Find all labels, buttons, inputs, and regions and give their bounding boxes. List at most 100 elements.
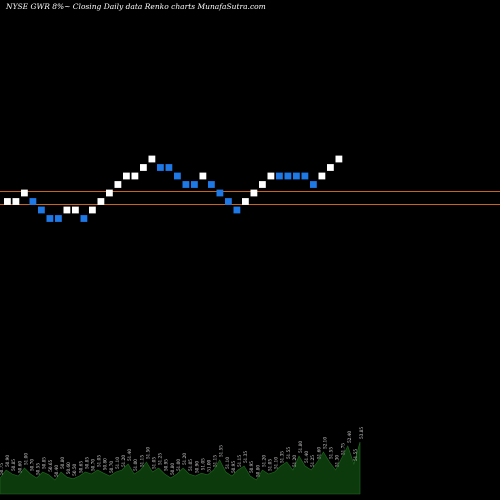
volume-label: 50.90 — [5, 455, 10, 467]
volume-label: 51.15 — [139, 455, 144, 467]
renko-brick-up — [21, 189, 28, 197]
renko-brick-up — [199, 172, 207, 180]
reference-lines — [0, 191, 500, 205]
volume-label: 50.95 — [164, 459, 169, 471]
renko-brick-down — [182, 181, 190, 188]
volume-label: 50.90 — [194, 461, 199, 473]
renko-brick-up — [335, 155, 343, 163]
renko-brick-up — [259, 181, 266, 188]
volume-label: 50.50 — [72, 463, 77, 475]
renko-brick-up — [318, 172, 326, 180]
volume-label: 51.20 — [261, 455, 266, 467]
renko-brick-up — [89, 206, 96, 214]
renko-brick-up — [242, 198, 249, 205]
volume-label: 50.80 — [60, 457, 65, 469]
volume-label: 50.95 — [231, 461, 236, 473]
renko-brick-down — [208, 181, 215, 188]
volume-label: 51.20 — [182, 453, 187, 465]
volume-label: 50.55 — [36, 463, 41, 475]
volume-label: 50.80 — [170, 463, 175, 475]
volume-area — [0, 441, 361, 495]
renko-brick-down — [225, 198, 232, 205]
volume-label: 51.05 — [188, 459, 193, 471]
volume-label: 51.30 — [335, 455, 340, 467]
volume-label: 51.25 — [310, 455, 315, 467]
volume-label: 51.15 — [237, 455, 242, 467]
volume-label: 51.00 — [207, 459, 212, 471]
renko-brick-up — [250, 189, 258, 197]
renko-brick-down — [157, 164, 164, 171]
volume-label: 50.70 — [109, 461, 114, 473]
volume-label: 51.20 — [292, 455, 297, 467]
renko-brick-up — [97, 198, 105, 205]
volume-label: 50.40 — [54, 465, 59, 477]
volume-label: 51.10 — [225, 457, 230, 469]
volume-label: 50.75 — [0, 463, 4, 475]
volume-label: 51.55 — [353, 449, 358, 461]
volume-label: 51.35 — [243, 451, 248, 463]
renko-brick-down — [38, 206, 45, 214]
volume-label: 50.85 — [11, 459, 16, 471]
renko-brick-up — [12, 198, 20, 205]
volume-label: 51.15 — [213, 455, 218, 467]
renko-brick-up — [106, 189, 113, 197]
renko-brick-down — [46, 215, 54, 222]
renko-bricks — [4, 155, 343, 222]
volume-label: 51.55 — [286, 447, 291, 459]
renko-brick-up — [140, 164, 147, 171]
volume-label: 51.60 — [316, 447, 321, 459]
volume-label: 53.85 — [359, 427, 364, 439]
volume-label: 50.65 — [48, 459, 53, 471]
volume-label: 50.80 — [255, 465, 260, 477]
volume-label: 50.60 — [17, 461, 22, 473]
volume-label: 50.85 — [84, 457, 89, 469]
volume-label: 51.40 — [127, 449, 132, 461]
volume-label: 52.40 — [347, 431, 352, 443]
volume-label: 51.10 — [115, 457, 120, 469]
renko-brick-down — [29, 198, 37, 205]
volume-label: 50.60 — [66, 462, 71, 474]
renko-brick-down — [301, 172, 309, 180]
chart-header-title: NYSE GWR 8%~ Closing Daily data Renko ch… — [5, 2, 266, 11]
volume-label: 51.05 — [200, 458, 205, 470]
volume-label: 51.80 — [298, 441, 303, 453]
renko-brick-up — [123, 172, 130, 180]
volume-label: 50.85 — [42, 457, 47, 469]
volume-label: 50.95 — [249, 461, 254, 473]
volume-label: 50.70 — [91, 459, 96, 471]
renko-brick-down — [191, 181, 198, 188]
renko-brick-down — [216, 189, 224, 197]
volume-panel — [0, 441, 361, 495]
volume-label: 51.05 — [152, 457, 157, 469]
renko-brick-up — [267, 172, 275, 180]
volume-label: 51.00 — [23, 453, 28, 465]
volume-label: 51.05 — [268, 459, 273, 471]
volume-label: 50.70 — [30, 459, 35, 471]
renko-brick-up — [327, 164, 334, 171]
volume-label: 51.10 — [274, 457, 279, 469]
volume-label: 51.20 — [121, 455, 126, 467]
volume-label: 52.10 — [322, 437, 327, 449]
volume-label: 51.25 — [158, 453, 163, 465]
volume-label: 51.40 — [304, 451, 309, 463]
renko-brick-up — [72, 206, 79, 214]
renko-brick-up — [114, 181, 122, 188]
renko-brick-down — [165, 164, 173, 171]
renko-brick-down — [293, 172, 300, 180]
renko-brick-down — [80, 215, 88, 222]
renko-brick-down — [55, 215, 62, 222]
renko-brick-down — [284, 172, 292, 180]
volume-label: 51.55 — [329, 447, 334, 459]
volume-label: 51.00 — [176, 459, 181, 471]
renko-brick-down — [233, 206, 241, 214]
volume-label: 51.05 — [97, 455, 102, 467]
volume-label: 50.65 — [78, 461, 83, 473]
volume-label: 51.50 — [145, 447, 150, 459]
renko-brick-up — [4, 198, 11, 205]
volume-label: 51.00 — [133, 459, 138, 471]
volume-label: 51.35 — [280, 451, 285, 463]
renko-brick-down — [276, 172, 283, 180]
